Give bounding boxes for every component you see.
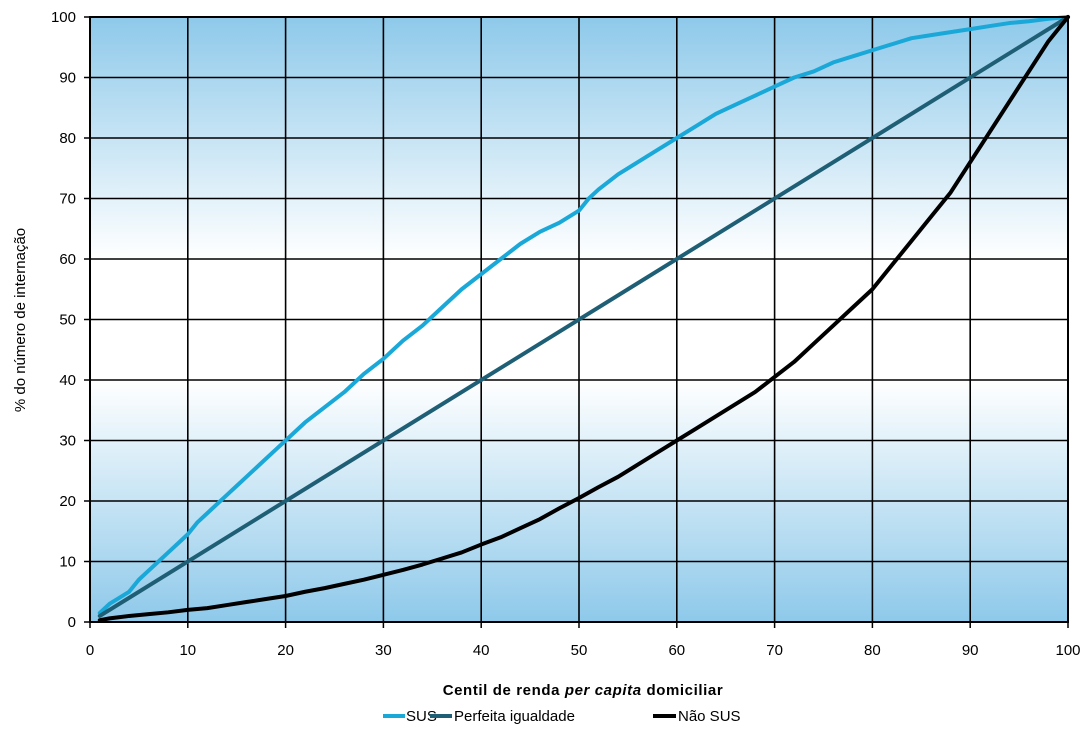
x-tick-label-50: 50 xyxy=(571,642,588,659)
y-tick-label-30: 30 xyxy=(59,433,76,450)
x-tick-label-20: 20 xyxy=(277,642,294,659)
y-axis-ticks: 0 10 20 30 40 50 60 70 80 90 100 xyxy=(51,9,90,631)
x-tick-label-70: 70 xyxy=(766,642,783,659)
legend-label-igualdade: Perfeita igualdade xyxy=(454,708,575,725)
y-tick-label-20: 20 xyxy=(59,493,76,510)
y-tick-label-80: 80 xyxy=(59,130,76,147)
y-tick-label-10: 10 xyxy=(59,554,76,571)
x-tick-label-0: 0 xyxy=(86,642,94,659)
y-tick-label-40: 40 xyxy=(59,372,76,389)
y-tick-label-70: 70 xyxy=(59,191,76,208)
x-tick-label-60: 60 xyxy=(668,642,685,659)
x-tick-label-30: 30 xyxy=(375,642,392,659)
x-axis-label-part-1: Centil de renda xyxy=(443,682,565,699)
x-axis-label-part-2: per capita xyxy=(564,682,642,699)
x-tick-label-90: 90 xyxy=(962,642,979,659)
y-tick-label-0: 0 xyxy=(68,614,76,631)
series-line-sus xyxy=(97,15,1070,615)
legend: SUS Perfeita igualdade Não SUS xyxy=(383,708,741,725)
y-tick-label-100: 100 xyxy=(51,9,76,26)
series-layer xyxy=(97,15,1070,623)
y-axis-label: % do número de internação xyxy=(12,228,29,412)
legend-label-sus: SUS xyxy=(406,708,437,725)
x-axis-label: Centil de renda per capita domiciliar xyxy=(443,682,724,699)
series-line-igualdade xyxy=(97,15,1070,618)
x-axis-label-part-3: domiciliar xyxy=(642,682,724,699)
x-tick-label-40: 40 xyxy=(473,642,490,659)
x-axis-ticks: 0 10 20 30 40 50 60 70 80 90 100 xyxy=(86,622,1081,659)
y-tick-label-90: 90 xyxy=(59,70,76,87)
x-tick-label-10: 10 xyxy=(179,642,196,659)
x-tick-label-80: 80 xyxy=(864,642,881,659)
series-line-naosus xyxy=(97,15,1070,623)
x-tick-label-100: 100 xyxy=(1055,642,1080,659)
y-tick-label-60: 60 xyxy=(59,251,76,268)
legend-label-naosus: Não SUS xyxy=(678,708,741,725)
y-tick-label-50: 50 xyxy=(59,312,76,329)
